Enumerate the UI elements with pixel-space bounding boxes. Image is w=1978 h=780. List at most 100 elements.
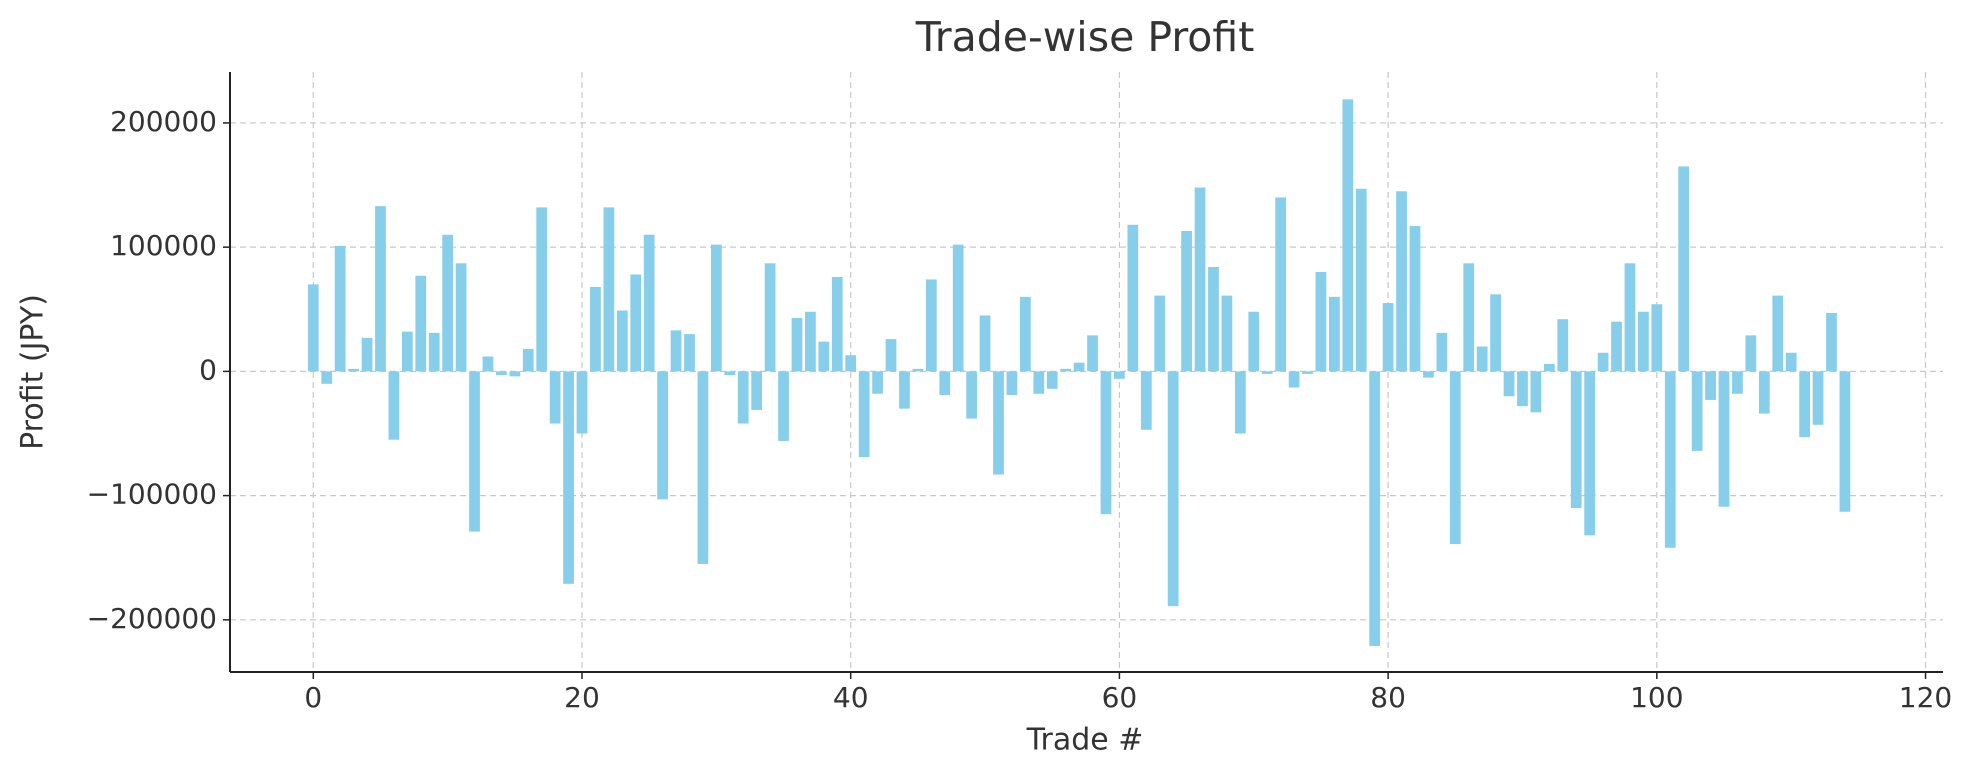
bar bbox=[1261, 371, 1273, 374]
bar bbox=[509, 371, 521, 377]
bar bbox=[778, 371, 789, 441]
bar bbox=[845, 355, 857, 372]
bar bbox=[415, 275, 427, 372]
bar bbox=[791, 317, 803, 372]
y-tick-label: −100000 bbox=[87, 478, 217, 511]
bar bbox=[1006, 371, 1018, 395]
bar bbox=[1584, 371, 1596, 536]
bar bbox=[1329, 296, 1340, 372]
bar bbox=[1772, 295, 1784, 372]
bar bbox=[1302, 371, 1313, 374]
y-tick-label: −200000 bbox=[87, 602, 217, 635]
bar bbox=[1140, 371, 1152, 430]
bar bbox=[858, 371, 870, 458]
x-tick-label: 80 bbox=[1370, 681, 1406, 714]
bar bbox=[1315, 272, 1327, 372]
bar bbox=[993, 371, 1004, 475]
x-axis-label: Trade # bbox=[1026, 723, 1144, 758]
y-tick-label: 0 bbox=[199, 353, 217, 386]
bar bbox=[670, 330, 682, 372]
bar bbox=[1167, 371, 1179, 607]
bar bbox=[1705, 371, 1716, 400]
bar bbox=[1181, 231, 1192, 372]
bar bbox=[469, 371, 480, 532]
bar bbox=[1732, 371, 1743, 394]
bar bbox=[1275, 197, 1287, 372]
bar bbox=[1463, 263, 1475, 372]
bar bbox=[643, 234, 655, 372]
bar bbox=[1799, 371, 1810, 438]
bar bbox=[1248, 311, 1260, 372]
y-tick-label: 200000 bbox=[110, 105, 217, 138]
bar bbox=[1785, 352, 1797, 372]
bar bbox=[348, 368, 359, 372]
bar bbox=[1745, 335, 1757, 372]
bar bbox=[1127, 224, 1139, 372]
bar bbox=[657, 371, 668, 500]
bar bbox=[697, 371, 709, 564]
bar bbox=[1691, 371, 1703, 451]
bar bbox=[1718, 371, 1730, 507]
x-tick-label: 60 bbox=[1102, 681, 1138, 714]
bar bbox=[1624, 263, 1636, 372]
bar bbox=[576, 371, 588, 434]
bar bbox=[1543, 363, 1555, 372]
bar bbox=[1114, 371, 1125, 379]
bar bbox=[1597, 352, 1609, 372]
bar bbox=[603, 207, 615, 372]
bar bbox=[549, 371, 561, 424]
bar bbox=[1342, 99, 1354, 372]
bar bbox=[899, 371, 910, 409]
bar bbox=[455, 263, 467, 372]
bar bbox=[1019, 296, 1031, 372]
bar bbox=[1503, 371, 1515, 397]
bar bbox=[1396, 191, 1407, 372]
bar bbox=[751, 371, 763, 410]
bar bbox=[590, 286, 601, 372]
bar bbox=[952, 244, 964, 372]
bar bbox=[764, 263, 776, 372]
bar bbox=[482, 356, 494, 372]
bar bbox=[1664, 371, 1676, 548]
bar bbox=[1839, 371, 1851, 512]
bar bbox=[321, 371, 333, 384]
bar bbox=[684, 334, 695, 372]
bar bbox=[1423, 371, 1434, 378]
bar bbox=[1530, 371, 1542, 413]
bar bbox=[1476, 346, 1488, 372]
bar bbox=[1369, 371, 1381, 646]
bar bbox=[616, 310, 628, 372]
bar bbox=[496, 371, 507, 376]
bar bbox=[522, 349, 534, 372]
y-tick-label: 100000 bbox=[110, 229, 217, 262]
bar bbox=[1611, 321, 1622, 372]
bar bbox=[805, 311, 816, 372]
bar bbox=[966, 371, 978, 419]
bar bbox=[1826, 312, 1837, 372]
bar bbox=[1073, 362, 1085, 372]
bar bbox=[536, 207, 548, 372]
bar bbox=[1060, 368, 1072, 372]
bar bbox=[1449, 371, 1461, 545]
bar bbox=[1046, 371, 1058, 389]
bar bbox=[872, 371, 883, 394]
bar bbox=[1033, 371, 1045, 394]
bar bbox=[885, 339, 897, 372]
bar bbox=[1812, 371, 1824, 425]
bar bbox=[939, 371, 951, 395]
bar bbox=[1194, 187, 1206, 372]
bar bbox=[1355, 188, 1367, 372]
bar bbox=[1517, 371, 1528, 407]
bar bbox=[1234, 371, 1246, 434]
bar bbox=[307, 284, 319, 372]
bar bbox=[979, 315, 991, 372]
bar bbox=[737, 371, 749, 424]
bar bbox=[630, 274, 642, 372]
bar bbox=[1557, 319, 1569, 372]
bar bbox=[1288, 371, 1300, 388]
chart-title: Trade-wise Profit bbox=[915, 13, 1255, 61]
bar bbox=[1490, 294, 1501, 372]
y-axis-label: Profit (JPY) bbox=[16, 294, 51, 450]
bar bbox=[1570, 371, 1582, 509]
